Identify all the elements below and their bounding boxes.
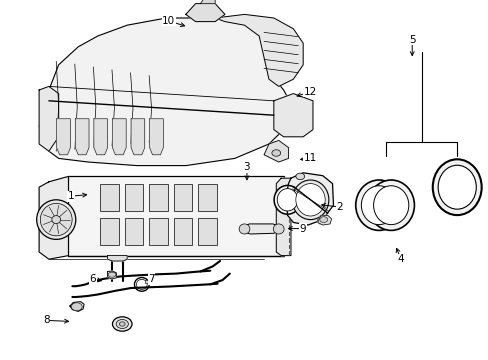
Text: 1: 1 (67, 191, 74, 201)
Ellipse shape (112, 317, 132, 331)
Text: 8: 8 (43, 315, 50, 325)
Bar (100, 184, 119, 211)
Ellipse shape (116, 320, 128, 328)
Polygon shape (39, 176, 68, 259)
Bar (68, 176, 283, 256)
Ellipse shape (40, 203, 72, 236)
Ellipse shape (273, 224, 284, 234)
Polygon shape (39, 86, 59, 151)
Ellipse shape (432, 159, 481, 215)
Polygon shape (57, 119, 70, 155)
Polygon shape (317, 215, 331, 225)
Polygon shape (107, 256, 127, 261)
Text: 6: 6 (89, 274, 96, 284)
Bar (198, 184, 216, 211)
Ellipse shape (52, 216, 61, 224)
Ellipse shape (373, 186, 408, 225)
Ellipse shape (271, 150, 280, 156)
Bar (124, 218, 143, 245)
Polygon shape (200, 0, 215, 4)
Polygon shape (244, 224, 278, 234)
Polygon shape (94, 119, 107, 155)
Bar (198, 218, 216, 245)
Ellipse shape (108, 272, 116, 277)
Polygon shape (273, 94, 312, 137)
Bar (100, 218, 119, 245)
Ellipse shape (273, 185, 300, 214)
Polygon shape (276, 178, 290, 256)
Bar (144, 280, 149, 283)
Ellipse shape (277, 189, 297, 211)
Polygon shape (131, 119, 144, 155)
Bar (149, 184, 167, 211)
Text: 4: 4 (397, 254, 404, 264)
Polygon shape (112, 119, 126, 155)
Ellipse shape (317, 218, 325, 224)
Text: 10: 10 (162, 16, 175, 26)
Polygon shape (149, 119, 163, 155)
Polygon shape (107, 271, 116, 279)
Text: 3: 3 (243, 162, 250, 172)
Bar (124, 184, 143, 211)
Polygon shape (70, 302, 84, 311)
Text: 12: 12 (303, 87, 317, 97)
Bar (149, 218, 167, 245)
Ellipse shape (361, 186, 396, 225)
Polygon shape (215, 14, 303, 86)
Polygon shape (75, 119, 89, 155)
Ellipse shape (295, 184, 325, 216)
Text: 5: 5 (408, 35, 415, 45)
Text: 9: 9 (299, 224, 306, 234)
Ellipse shape (295, 173, 304, 180)
Text: 7: 7 (148, 274, 155, 284)
Bar (173, 184, 192, 211)
Polygon shape (264, 140, 288, 162)
Text: 2: 2 (336, 202, 343, 212)
Bar (173, 218, 192, 245)
Ellipse shape (37, 200, 76, 239)
Polygon shape (39, 18, 293, 166)
Polygon shape (185, 4, 224, 22)
Text: 11: 11 (303, 153, 317, 163)
Ellipse shape (437, 165, 475, 209)
Polygon shape (285, 173, 333, 225)
Ellipse shape (292, 180, 328, 220)
Ellipse shape (119, 322, 125, 326)
Ellipse shape (319, 217, 327, 222)
Ellipse shape (71, 303, 82, 311)
Ellipse shape (367, 180, 414, 230)
Ellipse shape (239, 224, 249, 234)
Ellipse shape (355, 180, 401, 230)
